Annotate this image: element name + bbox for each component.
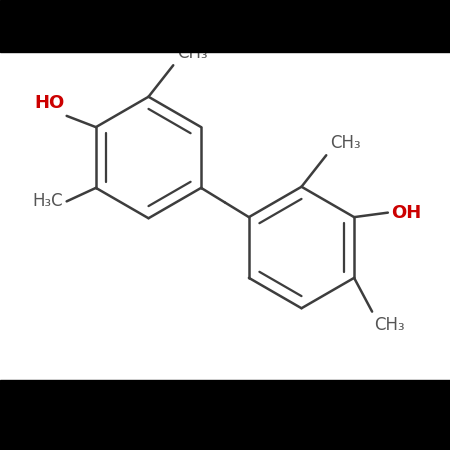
Text: HO: HO — [34, 94, 64, 112]
Text: CH₃: CH₃ — [330, 134, 360, 152]
Text: H₃C: H₃C — [32, 193, 63, 210]
Text: CH₃: CH₃ — [177, 44, 207, 62]
Text: OH: OH — [392, 203, 422, 222]
Text: CH₃: CH₃ — [374, 316, 405, 334]
